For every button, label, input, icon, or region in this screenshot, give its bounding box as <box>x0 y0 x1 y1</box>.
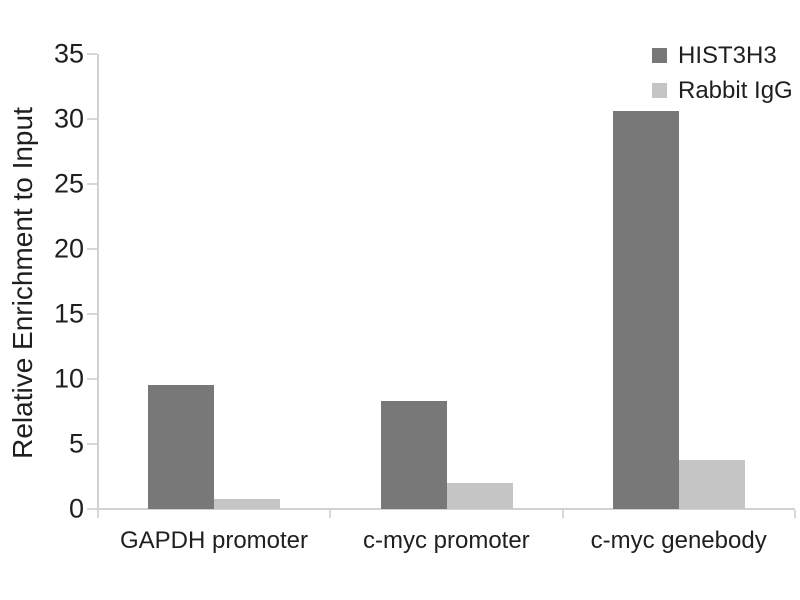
legend-item-rabbit-igg: Rabbit IgG <box>652 73 793 108</box>
y-tick-label: 5 <box>68 428 84 459</box>
x-axis-tick <box>97 510 99 518</box>
bar-rabbit-igg-gapdh-promoter <box>214 499 281 509</box>
x-category-label-c-myc-genebody: c-myc genebody <box>590 527 767 554</box>
y-axis-tick <box>87 313 97 315</box>
x-axis-tick <box>794 510 796 518</box>
y-tick-label: 0 <box>68 493 84 524</box>
legend-label: Rabbit IgG <box>678 76 793 104</box>
bar-rabbit-igg-c-myc-promoter <box>446 483 513 509</box>
legend-label: HIST3H3 <box>678 41 777 69</box>
x-category-label-gapdh-promoter: GAPDH promoter <box>119 527 309 554</box>
y-axis-tick <box>87 53 97 55</box>
bar-hist3h3-c-myc-genebody <box>612 111 679 509</box>
legend: HIST3H3 Rabbit IgG <box>652 38 793 108</box>
y-axis-tick <box>87 118 97 120</box>
legend-item-hist3h3: HIST3H3 <box>652 38 793 73</box>
legend-swatch-icon <box>652 48 667 63</box>
legend-swatch-icon <box>652 83 667 98</box>
y-axis-tick <box>87 378 97 380</box>
bar-hist3h3-gapdh-promoter <box>148 385 215 509</box>
y-tick-label: 25 <box>53 168 84 199</box>
bar-rabbit-igg-c-myc-genebody <box>678 460 745 509</box>
y-tick-label: 35 <box>53 38 84 69</box>
y-tick-label: 15 <box>53 298 84 329</box>
y-axis-tick <box>87 183 97 185</box>
x-axis-tick <box>329 510 332 518</box>
y-axis-tick <box>87 508 97 510</box>
y-tick-label: 30 <box>53 103 84 134</box>
y-axis-tick <box>87 248 97 250</box>
y-tick-label: 10 <box>53 363 84 394</box>
y-axis-tick <box>87 443 97 445</box>
x-axis-tick <box>561 510 564 518</box>
y-axis-line <box>97 54 99 510</box>
y-tick-label: 20 <box>53 233 84 264</box>
bar-hist3h3-c-myc-promoter <box>380 401 447 509</box>
x-category-label-c-myc-promoter: c-myc promoter <box>362 527 530 554</box>
x-axis-line <box>97 508 795 510</box>
